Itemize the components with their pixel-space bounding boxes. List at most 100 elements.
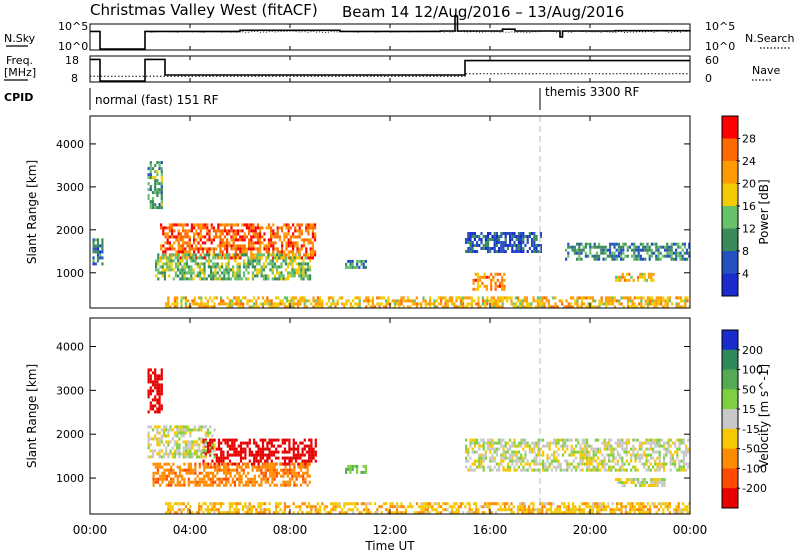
heatmap-cell [482, 441, 485, 445]
colorbar-tick-label: -200 [742, 482, 767, 495]
heatmap-cell [550, 453, 553, 457]
heatmap-cell [654, 444, 657, 448]
heatmap-cell [374, 502, 377, 506]
heatmap-cell [285, 223, 288, 227]
heatmap-cell [172, 471, 175, 475]
heatmap-cell [614, 468, 617, 472]
heatmap-cell [279, 444, 282, 448]
heatmap-cell [280, 271, 283, 275]
heatmap-cell [660, 444, 663, 448]
heatmap-cell [262, 471, 265, 475]
heatmap-cell [415, 502, 418, 506]
heatmap-cell [255, 453, 258, 457]
heatmap-cell [615, 275, 618, 279]
heatmap-cell [160, 176, 163, 180]
heatmap-cell [219, 223, 222, 227]
heatmap-cell [658, 444, 661, 448]
heatmap-cell [187, 425, 190, 429]
heatmap-cell [222, 477, 226, 481]
heatmap-cell [306, 268, 309, 272]
heatmap-cell [633, 305, 636, 308]
heatmap-cell [94, 247, 97, 251]
heatmap-cell [594, 447, 597, 451]
heatmap-cell [489, 438, 492, 442]
heatmap-cell [468, 302, 471, 306]
heatmap-cell [314, 450, 317, 454]
heatmap-cell [292, 441, 295, 445]
heatmap-cell [476, 275, 480, 279]
heatmap-cell [557, 465, 560, 469]
heatmap-cell [204, 431, 207, 435]
heatmap-cell [188, 253, 191, 257]
heatmap-cell [246, 441, 249, 445]
heatmap-cell [166, 262, 169, 266]
heatmap-cell [559, 438, 562, 442]
heatmap-cell [519, 302, 522, 306]
heatmap-cell [252, 247, 255, 251]
heatmap-cell [365, 296, 368, 300]
heatmap-cell [513, 444, 516, 448]
heatmap-cell [521, 505, 524, 509]
heatmap-cell [244, 447, 247, 451]
heatmap-cell [553, 441, 556, 445]
heatmap-cell [162, 443, 166, 447]
heatmap-cell [255, 302, 258, 306]
heatmap-cell [239, 229, 242, 233]
heatmap-cell [663, 478, 666, 481]
heatmap-cell [619, 453, 622, 457]
heatmap-cell [493, 247, 496, 250]
heatmap-cell [639, 248, 642, 252]
heatmap-cell [610, 450, 613, 454]
heatmap-cell [637, 257, 640, 261]
heatmap-cell [190, 271, 193, 275]
heatmap-cell [172, 468, 175, 472]
heatmap-cell [278, 253, 281, 257]
heatmap-cell [621, 438, 624, 442]
heatmap-cell [625, 453, 628, 457]
heatmap-cell [179, 277, 182, 281]
heatmap-cell [553, 456, 556, 460]
heatmap-cell [200, 452, 203, 456]
heatmap-cell [316, 296, 319, 300]
heatmap-cell [195, 223, 198, 227]
heatmap-cell [593, 254, 596, 258]
heatmap-cell [221, 223, 224, 227]
heatmap-cell [466, 296, 469, 300]
heatmap-cell [558, 299, 561, 303]
heatmap-cell [228, 223, 231, 227]
heatmap-cell [294, 244, 297, 248]
heatmap-cell [154, 203, 157, 207]
heatmap-cell [319, 508, 322, 512]
heatmap-cell [555, 444, 558, 448]
heatmap-cell [245, 235, 248, 239]
heatmap-cell [271, 465, 274, 469]
heatmap-cell [196, 474, 199, 478]
heatmap-cell [206, 450, 210, 454]
heatmap-cell [252, 229, 255, 233]
heatmap-cell [165, 428, 168, 432]
heatmap-cell [526, 462, 529, 466]
heatmap-cell [228, 299, 231, 303]
heatmap-cell [291, 268, 294, 272]
heatmap-cell [301, 450, 304, 454]
heatmap-cell [319, 505, 322, 509]
heatmap-cell [233, 296, 236, 300]
heatmap-cell [652, 465, 655, 469]
heatmap-cell [268, 450, 271, 454]
heatmap-cell [286, 450, 289, 454]
heatmap-cell [314, 226, 317, 230]
heatmap-cell [325, 505, 328, 509]
heatmap-cell [230, 238, 233, 242]
heatmap-cell [149, 401, 152, 405]
heatmap-cell [506, 247, 509, 250]
heatmap-cell [600, 302, 603, 306]
heatmap-cell [219, 244, 222, 248]
heatmap-cell [187, 455, 190, 459]
heatmap-cell [179, 223, 182, 227]
heatmap-cell [325, 511, 328, 514]
heatmap-cell [188, 244, 191, 248]
heatmap-cell [304, 465, 307, 469]
heatmap-cell [666, 245, 669, 249]
heatmap-cell [653, 305, 656, 308]
heatmap-cell [638, 302, 641, 306]
